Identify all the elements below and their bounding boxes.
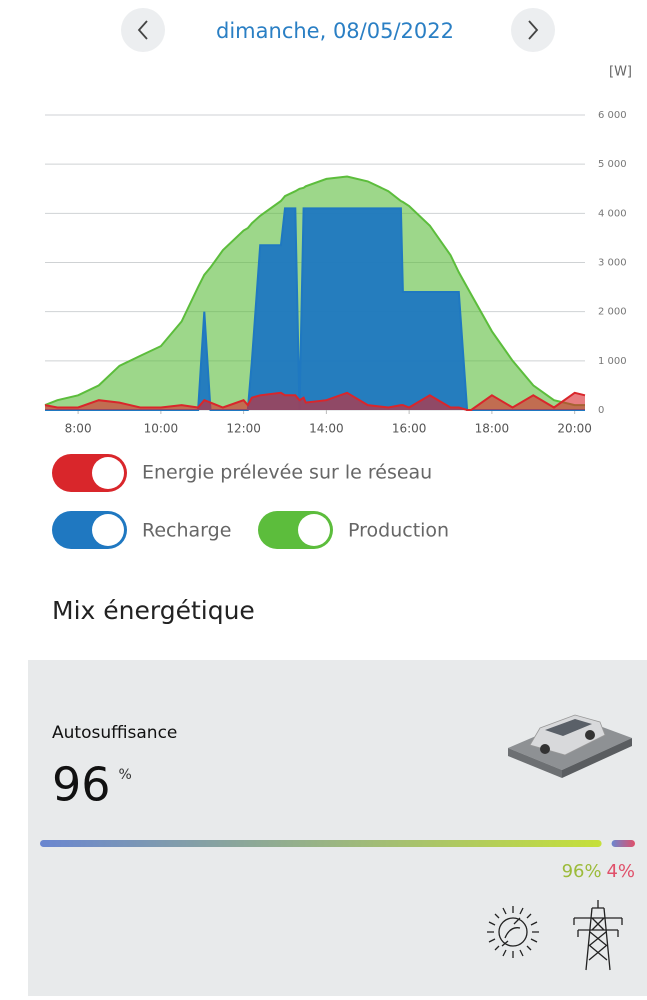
mix-segment-label: 4% (606, 861, 635, 882)
mix-unit: % (119, 767, 132, 783)
toggle-knob[interactable] (298, 514, 330, 546)
y-tick-label: 5 000 (598, 159, 627, 170)
unit-label: [W] (609, 65, 632, 80)
y-tick-label: 4 000 (598, 208, 627, 219)
x-tick-label: 14:00 (309, 422, 344, 436)
mix-segment-label: 96% (562, 861, 602, 882)
mix-segment (40, 840, 602, 847)
toggle-knob[interactable] (92, 514, 124, 546)
next-button[interactable] (511, 8, 555, 52)
legend: Production Recharge Energie prélevée sur l… (52, 454, 449, 549)
y-tick-label: 6 000 (598, 110, 627, 121)
y-tick-label: 1 000 (598, 356, 627, 367)
toggle[interactable] (258, 511, 333, 549)
x-tick-label: 18:00 (475, 422, 510, 436)
chart: 0 1 000 2 000 3 000 4 000 5 000 6 000 8:00 10:00… (45, 110, 627, 436)
toggle-knob[interactable] (92, 457, 124, 489)
legend-label: Energie prélevée sur le réseau (142, 462, 432, 484)
x-tick-label: 8:00 (65, 422, 92, 436)
mix-panel (28, 660, 647, 996)
date: dimanche, 08/05/2022 (216, 19, 454, 43)
legend-label: Production (348, 520, 449, 542)
page: dimanche, 08/05/2022 [W] 0 1 000 2 000 3 00… (0, 0, 647, 996)
mix-value: 96 (52, 758, 111, 812)
x-tick-label: 12:00 (226, 422, 261, 436)
toggle[interactable] (52, 454, 127, 492)
section-title: Mix énergétique (52, 596, 255, 625)
mix-label: Autosuffisance (52, 723, 177, 743)
screen: dimanche, 08/05/2022 [W] 0 1 000 2 000 3 00… (0, 0, 647, 996)
prev-button[interactable] (121, 8, 165, 52)
y-tick-label: 0 (598, 405, 604, 416)
mix-segment (612, 840, 635, 847)
x-tick-label: 20:00 (557, 422, 592, 436)
y-tick-label: 2 000 (598, 307, 627, 318)
toggle[interactable] (52, 511, 127, 549)
legend-label: Recharge (142, 520, 231, 542)
y-tick-label: 3 000 (598, 258, 627, 269)
x-tick-label: 10:00 (144, 422, 179, 436)
x-tick-label: 16:00 (392, 422, 427, 436)
